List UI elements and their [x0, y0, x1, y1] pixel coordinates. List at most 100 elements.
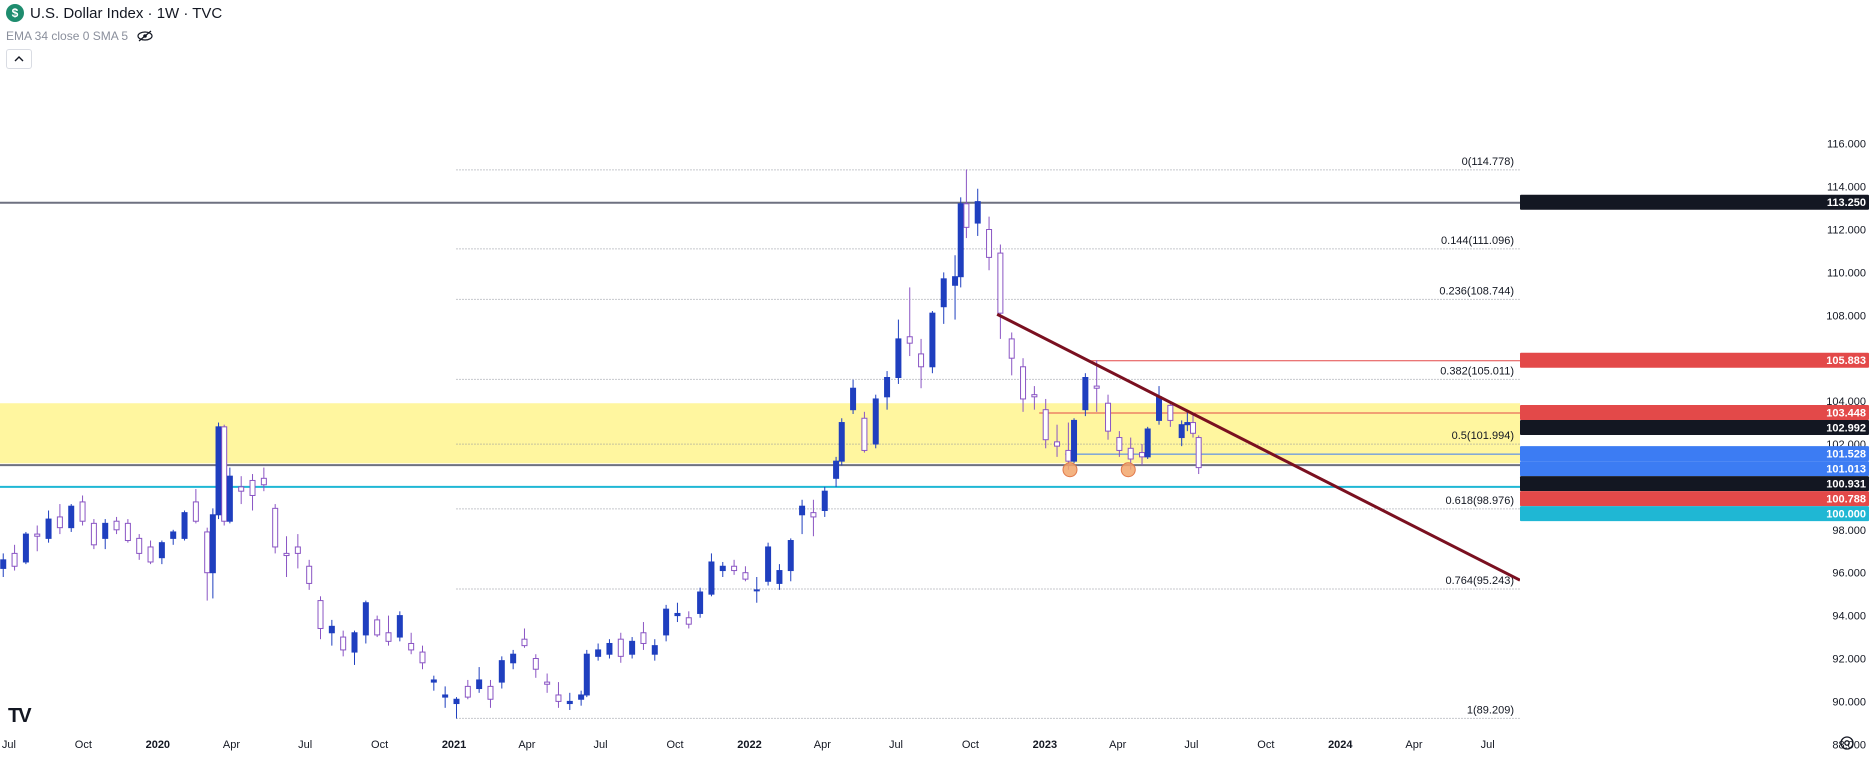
symbol-logo[interactable]: $ — [6, 4, 24, 22]
candle-body — [45, 518, 52, 539]
time-axis-background — [0, 728, 1520, 758]
price-axis: 88.00090.00092.00094.00096.00098.000100.… — [1520, 0, 1871, 758]
candle-body — [555, 694, 562, 702]
candle-body — [306, 565, 313, 584]
candle-body — [1190, 422, 1197, 434]
candle-body — [147, 546, 154, 563]
candle-body — [181, 512, 188, 539]
price-label-box — [1520, 419, 1869, 435]
x-tick-label: Oct — [1257, 739, 1274, 751]
chart-title[interactable]: U.S. Dollar Index · 1W · TVC — [30, 4, 223, 22]
tradingview-logo-icon[interactable]: TV — [8, 705, 32, 727]
candle-body — [742, 572, 749, 580]
candle-body — [1054, 441, 1061, 447]
candle-body — [957, 203, 964, 278]
candle-body — [997, 252, 1004, 314]
x-tick-label: Jul — [1184, 739, 1198, 751]
candle-body — [340, 636, 347, 651]
candle-body — [651, 645, 658, 655]
fib-level-label: 0.5(101.994) — [1452, 430, 1514, 442]
x-tick-label: Apr — [223, 739, 240, 751]
candle-body — [731, 565, 738, 572]
candle-body — [521, 638, 528, 647]
candle-body — [249, 479, 256, 496]
candle-body — [918, 353, 925, 368]
candle-body — [22, 533, 29, 563]
candle-body — [34, 533, 41, 537]
price-label-text: 100.788 — [1826, 494, 1866, 506]
candle-body — [317, 600, 324, 629]
candle-body — [906, 336, 913, 344]
candle-body — [1144, 428, 1151, 458]
swing-low-markers — [1062, 462, 1136, 478]
candle-body — [283, 552, 290, 557]
y-tick-label: 110.000 — [1827, 267, 1866, 279]
candle-body — [408, 642, 415, 651]
candle-body — [1082, 377, 1089, 411]
fib-level-label: 0.764(95.243) — [1446, 575, 1515, 587]
price-label-box — [1520, 352, 1869, 368]
candle-body — [1195, 437, 1202, 469]
fib-level-label: 0.382(105.011) — [1440, 365, 1514, 377]
price-label-text: 103.448 — [1826, 407, 1866, 419]
candle-body — [1178, 424, 1185, 439]
candle-body — [821, 490, 828, 511]
candle-body — [396, 615, 403, 638]
candle-body — [895, 338, 902, 379]
candle-body — [685, 617, 692, 625]
candle-body — [595, 649, 602, 657]
candle-body — [1105, 402, 1112, 432]
candle-body — [617, 638, 624, 657]
price-label-box — [1520, 446, 1869, 462]
settings-icon[interactable] — [1838, 734, 1856, 752]
candle-body — [221, 426, 228, 522]
candle-body — [1184, 422, 1191, 426]
price-label-text: 102.992 — [1826, 422, 1866, 434]
candle-body — [850, 387, 857, 411]
collapse-legend-button[interactable] — [6, 49, 32, 69]
price-label-text: 113.250 — [1827, 197, 1866, 209]
candle-body — [158, 542, 165, 559]
candle-body — [464, 685, 471, 698]
indicator-label[interactable]: EMA 34 close 0 SMA 5 — [6, 29, 129, 43]
price-label-text: 101.013 — [1826, 464, 1866, 476]
y-tick-label: 96.000 — [1832, 568, 1866, 580]
candle-body — [0, 559, 7, 569]
candle-body — [708, 561, 715, 595]
price-label-text: 100.931 — [1826, 479, 1866, 491]
candle-body — [351, 632, 358, 653]
candle-body — [986, 229, 993, 258]
candle-body — [663, 608, 670, 636]
candle-body — [765, 546, 772, 582]
price-label-box — [1520, 491, 1869, 507]
candle-body — [374, 619, 381, 636]
x-tick-label: 2023 — [1033, 739, 1057, 751]
price-label-box — [1520, 476, 1869, 492]
swing-low-marker — [1120, 462, 1136, 478]
candle-body — [940, 278, 947, 308]
candle-body — [606, 642, 613, 655]
eye-hidden-icon[interactable] — [136, 30, 154, 42]
candle-body — [385, 632, 392, 642]
candle-body — [544, 681, 551, 685]
chevron-up-icon — [14, 56, 24, 62]
y-tick-label: 112.000 — [1827, 225, 1866, 237]
candle-body — [79, 501, 86, 522]
candle-body — [1031, 394, 1038, 398]
time-axis: Jul Oct 2020 Apr Jul Oct 2021 Apr Jul Oct 2022 Apr J… — [0, 728, 1520, 758]
candle-body — [294, 546, 301, 554]
candle-body — [1042, 409, 1049, 441]
x-tick-label: Oct — [666, 739, 683, 751]
fib-level-label: 0.618(98.976) — [1446, 495, 1515, 507]
candle-body — [113, 520, 120, 531]
x-tick-label: Jul — [594, 739, 608, 751]
price-label-text: 101.528 — [1826, 449, 1866, 461]
candle-body — [833, 460, 840, 479]
candle-body — [753, 589, 760, 592]
candle-body — [487, 685, 494, 700]
swing-low-marker — [1062, 462, 1078, 478]
y-tick-label: 92.000 — [1832, 654, 1866, 666]
candle-body — [136, 537, 143, 554]
candle-body — [192, 501, 199, 522]
